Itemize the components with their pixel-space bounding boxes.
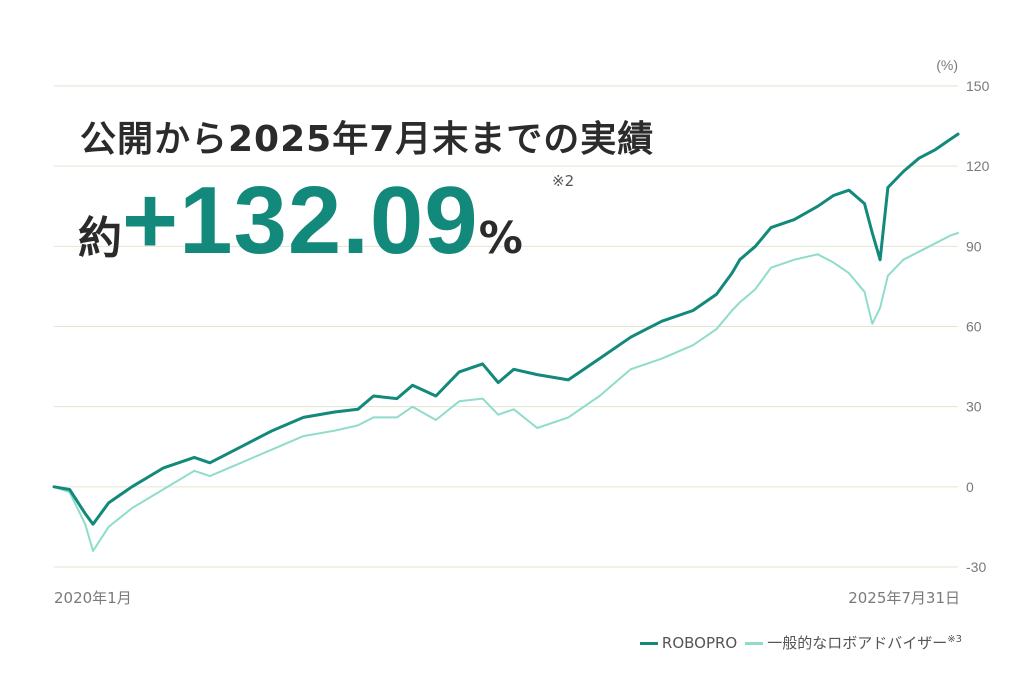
series-lines (52, 132, 960, 552)
y-tick-label: -30 (966, 559, 986, 575)
y-tick-label: 60 (966, 319, 982, 335)
return-value: +132.09 (122, 167, 479, 274)
return-unit: % (478, 213, 523, 264)
axis-labels: 150 120 90 60 30 0 -30 (%) 2020年1月 2025年7月31日 (54, 57, 990, 607)
return-prefix: 約 (78, 213, 122, 264)
chart-legend: ROBOPRO 一般的なロボアドバイザー※3 (639, 632, 962, 653)
chart-headline: 公開から2025年7月末までの実績 (80, 119, 655, 160)
legend-swatch-average (745, 642, 764, 645)
x-start-label: 2020年1月 (54, 589, 132, 607)
return-footnote-mark: ※2 (552, 172, 575, 190)
y-tick-label: 30 (966, 399, 982, 415)
y-axis-unit-label: (%) (936, 57, 958, 73)
legend-item-average: 一般的なロボアドバイザー※3 (745, 632, 962, 653)
y-tick-label: 0 (966, 479, 974, 495)
return-figure: 約+132.09% (78, 166, 523, 276)
legend-swatch-robopro (639, 641, 658, 645)
y-tick-label: 120 (966, 158, 990, 174)
legend-item-robopro: ROBOPRO (639, 633, 738, 652)
legend-footnote-mark: ※3 (947, 634, 962, 645)
y-tick-label: 150 (966, 78, 990, 94)
grid-lines (54, 85, 958, 568)
legend-label-robopro: ROBOPRO (661, 633, 738, 652)
series-line-robopro (52, 132, 960, 526)
x-end-label: 2025年7月31日 (848, 589, 960, 607)
legend-label-average: 一般的なロボアドバイザー (767, 634, 948, 652)
series-line-average (53, 232, 959, 552)
y-tick-label: 90 (966, 238, 982, 254)
